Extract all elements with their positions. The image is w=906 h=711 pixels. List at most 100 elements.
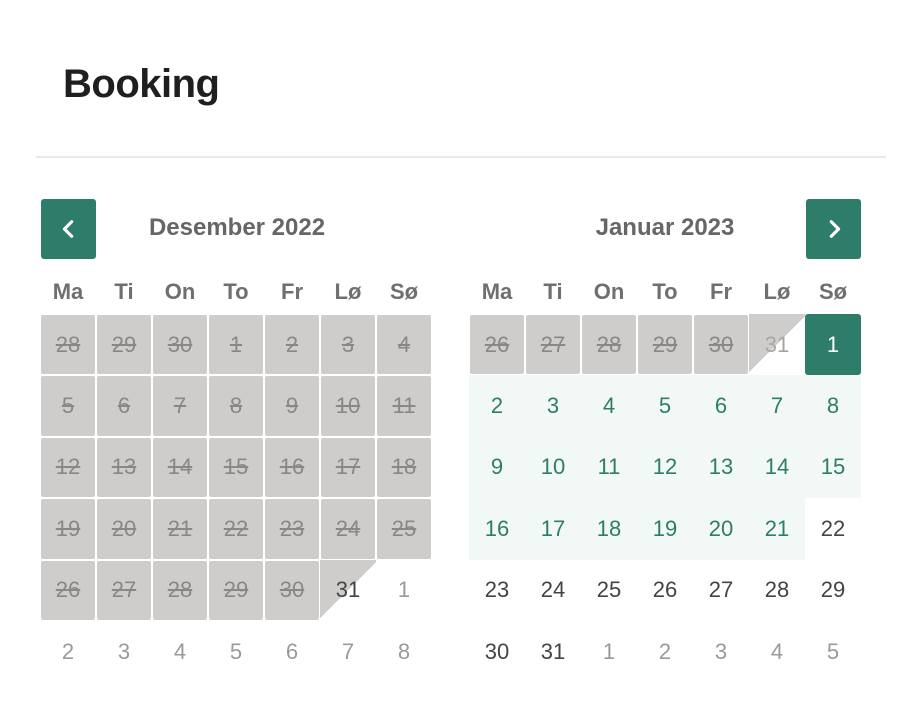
day-number: 19 [55, 515, 81, 541]
day-number: 23 [484, 577, 510, 603]
day-number: 16 [279, 454, 305, 480]
day-cell-normal[interactable]: 30 [469, 621, 525, 682]
day-number: 6 [117, 393, 131, 419]
next-month-button[interactable] [806, 199, 861, 259]
day-cell-blocked: 5 [40, 375, 96, 437]
day-cell-available[interactable]: 19 [637, 498, 693, 560]
day-number: 1 [826, 331, 840, 357]
day-number: 28 [55, 331, 81, 357]
day-cell-blocked: 23 [264, 498, 320, 560]
weekday-header: To [223, 279, 249, 304]
day-cell-blocked: 7 [152, 375, 208, 437]
day-cell-normal[interactable]: 23 [469, 560, 525, 621]
day-cell-available[interactable]: 15 [805, 436, 861, 499]
day-cell-available[interactable]: 11 [581, 436, 637, 499]
weekday-header: On [164, 279, 196, 304]
day-cell-available[interactable]: 8 [805, 375, 861, 437]
day-number: 3 [546, 393, 560, 419]
day-cell-blocked: 3 [320, 314, 376, 376]
day-cell-available[interactable]: 5 [637, 375, 693, 437]
day-cell-blocked: 19 [40, 498, 96, 560]
day-cell-available[interactable]: 20 [693, 498, 749, 560]
day-cell-available[interactable]: 9 [469, 436, 525, 499]
day-number: 15 [223, 454, 249, 480]
day-cell-available[interactable]: 4 [581, 375, 637, 437]
day-cell-normal[interactable]: 26 [637, 560, 693, 621]
day-cell-blocked: 28 [152, 559, 208, 621]
day-cell-available[interactable]: 21 [749, 498, 805, 560]
day-number: 30 [708, 331, 734, 357]
day-cell-outside: 4 [152, 621, 208, 682]
day-number: 12 [652, 454, 678, 480]
day-cell-available[interactable]: 13 [693, 436, 749, 499]
day-number: 27 [540, 331, 566, 357]
day-number: 27 [111, 577, 137, 603]
day-number: 11 [392, 393, 416, 419]
weekday-header: On [593, 279, 625, 304]
day-number: 4 [397, 331, 411, 357]
day-number: 8 [826, 393, 840, 419]
day-cell-available[interactable]: 12 [637, 436, 693, 499]
day-number: 21 [764, 515, 790, 541]
day-cell-available[interactable]: 7 [749, 375, 805, 437]
day-cell-blocked: 21 [152, 498, 208, 560]
day-number: 25 [391, 515, 417, 541]
day-cell-blocked: 26 [40, 559, 96, 621]
day-cell-blocked: 14 [152, 436, 208, 499]
weekday-header: Sø [818, 279, 848, 304]
day-cell-blocked: 24 [320, 498, 376, 560]
day-cell-available[interactable]: 2 [469, 375, 525, 437]
day-cell-normal[interactable]: 31 [525, 621, 581, 682]
day-number: 17 [540, 515, 566, 541]
day-number: 24 [540, 577, 566, 603]
day-cell-selected[interactable]: 1 [805, 314, 861, 376]
day-number: 29 [223, 577, 249, 603]
weekday-header: Ma [52, 279, 84, 304]
day-cell-normal[interactable]: 27 [693, 560, 749, 621]
day-cell-blocked: 30 [152, 314, 208, 376]
day-cell-outside: 5 [208, 621, 264, 682]
day-cell-available[interactable]: 6 [693, 375, 749, 437]
day-cell-blocked: 17 [320, 436, 376, 499]
day-cell-available[interactable]: 18 [581, 498, 637, 560]
day-cell-normal[interactable]: 25 [581, 560, 637, 621]
day-cell-normal[interactable]: 22 [805, 498, 861, 559]
day-cell-available[interactable]: 10 [525, 436, 581, 499]
day-number: 14 [764, 454, 790, 480]
day-number: 6 [285, 638, 299, 664]
day-number: 18 [596, 515, 622, 541]
day-number: 24 [335, 515, 361, 541]
day-cell-normal[interactable]: 28 [749, 560, 805, 621]
day-number: 5 [61, 393, 75, 419]
month-title-january: Januar 2023 [595, 214, 735, 241]
previous-month-button[interactable] [41, 199, 96, 259]
day-number: 27 [708, 577, 734, 603]
header-divider [36, 156, 886, 158]
day-cell-blocked: 30 [264, 559, 320, 621]
day-cell-available[interactable]: 16 [469, 498, 525, 560]
day-number: 26 [55, 577, 81, 603]
day-number: 13 [708, 454, 734, 480]
page-title: Booking [63, 62, 220, 106]
day-number: 16 [484, 515, 510, 541]
day-number: 3 [714, 638, 728, 664]
day-cell-normal[interactable]: 24 [525, 560, 581, 621]
day-number: 28 [764, 577, 790, 603]
day-number: 20 [708, 515, 734, 541]
day-cell-blocked: 28 [581, 314, 637, 376]
day-cell-available[interactable]: 14 [749, 436, 805, 499]
day-number: 9 [285, 393, 299, 419]
day-cell-blocked: 26 [469, 314, 525, 376]
day-cell-available[interactable]: 17 [525, 498, 581, 560]
day-number: 5 [229, 638, 243, 664]
weekday-header: Lø [763, 279, 791, 304]
day-number: 17 [335, 454, 361, 480]
day-cell-blocked: 2 [264, 314, 320, 376]
day-cell-normal[interactable]: 29 [805, 560, 861, 621]
day-number: 5 [826, 638, 840, 664]
day-number: 15 [820, 454, 846, 480]
day-cell-blocked: 29 [208, 559, 264, 621]
day-number: 2 [658, 638, 672, 664]
calendar-december-2022: Ma Ti On To Fr Lø Sø 28 29 30 1 2 3 4 5 6 7 8 9 10 11 12 13 14 1… [40, 270, 432, 682]
day-cell-available[interactable]: 3 [525, 375, 581, 437]
